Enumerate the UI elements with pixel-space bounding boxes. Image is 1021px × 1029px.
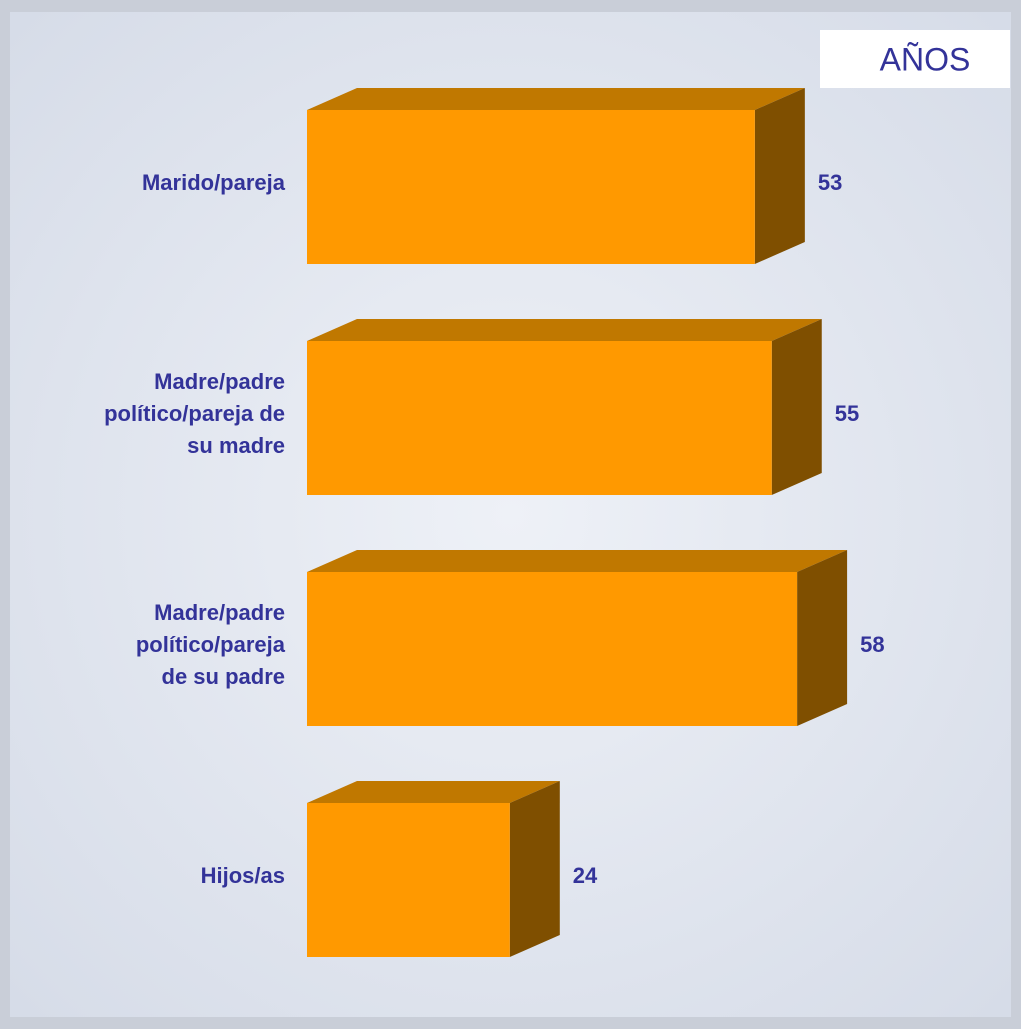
chart-title: AÑOS [880,41,971,77]
bar-front [307,572,798,726]
bar-top [307,319,822,341]
bar-side [797,550,848,726]
value-label: 24 [573,863,598,888]
title-box [820,30,1010,88]
bar [307,319,822,495]
bar [307,550,848,726]
bar-side [754,88,805,264]
value-label: 58 [860,632,884,657]
category-label: Marido/pareja [142,170,286,195]
bar [307,781,560,957]
bar-front [307,341,772,495]
bar-top [307,550,848,572]
category-label: Hijos/as [201,863,285,888]
bar-front [307,110,755,264]
category-label: Madre/padre político/pareja de su madre [104,369,285,458]
bar-side [509,781,560,957]
bar-top [307,88,805,110]
value-label: 53 [818,170,842,195]
value-label: 55 [835,401,859,426]
bar-front [307,803,510,957]
category-label: Madre/padre político/pareja de su padre [136,600,286,689]
bar-side [771,319,822,495]
bar [307,88,805,264]
bar-top [307,781,560,803]
